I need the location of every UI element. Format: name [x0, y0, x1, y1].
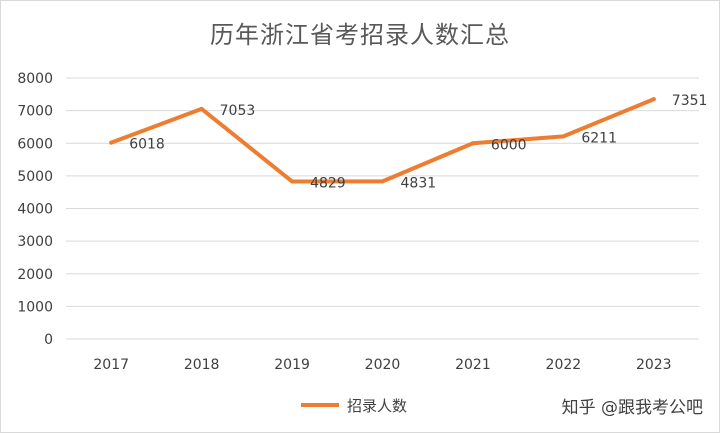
data-label: 6018	[129, 137, 165, 153]
y-tick-label: 5000	[17, 169, 53, 185]
y-tick-label: 0	[44, 332, 53, 348]
x-tick-label: 2019	[274, 357, 310, 373]
data-label: 6211	[581, 130, 617, 146]
legend-label: 招录人数	[347, 397, 407, 415]
y-tick-label: 2000	[17, 267, 53, 283]
x-tick-label: 2020	[365, 357, 401, 373]
series-line	[109, 97, 656, 184]
watermark: 知乎 @跟我考公吧	[559, 393, 705, 418]
data-point	[109, 140, 114, 145]
data-point	[290, 179, 295, 184]
data-point	[199, 106, 204, 111]
data-point	[470, 141, 475, 146]
data-point	[561, 134, 566, 139]
data-label: 4829	[310, 175, 346, 191]
x-tick-label: 2023	[636, 357, 672, 373]
y-tick-label: 7000	[17, 104, 53, 120]
x-tick-label: 2017	[93, 357, 129, 373]
data-label: 6000	[491, 137, 527, 153]
chart-title: 历年浙江省考招录人数汇总	[210, 21, 510, 49]
y-tick-label: 8000	[17, 71, 53, 87]
y-tick-label: 3000	[17, 234, 53, 250]
data-label: 7351	[672, 93, 708, 109]
y-tick-label: 6000	[17, 136, 53, 152]
x-tick-label: 2022	[546, 357, 582, 373]
x-tick-label: 2021	[455, 357, 491, 373]
data-label: 7053	[220, 103, 256, 119]
x-tick-label: 2018	[184, 357, 220, 373]
data-label: 4831	[401, 175, 437, 191]
data-point	[380, 179, 385, 184]
y-tick-label: 1000	[17, 299, 53, 315]
y-tick-label: 4000	[17, 202, 53, 218]
data-point	[651, 97, 656, 102]
